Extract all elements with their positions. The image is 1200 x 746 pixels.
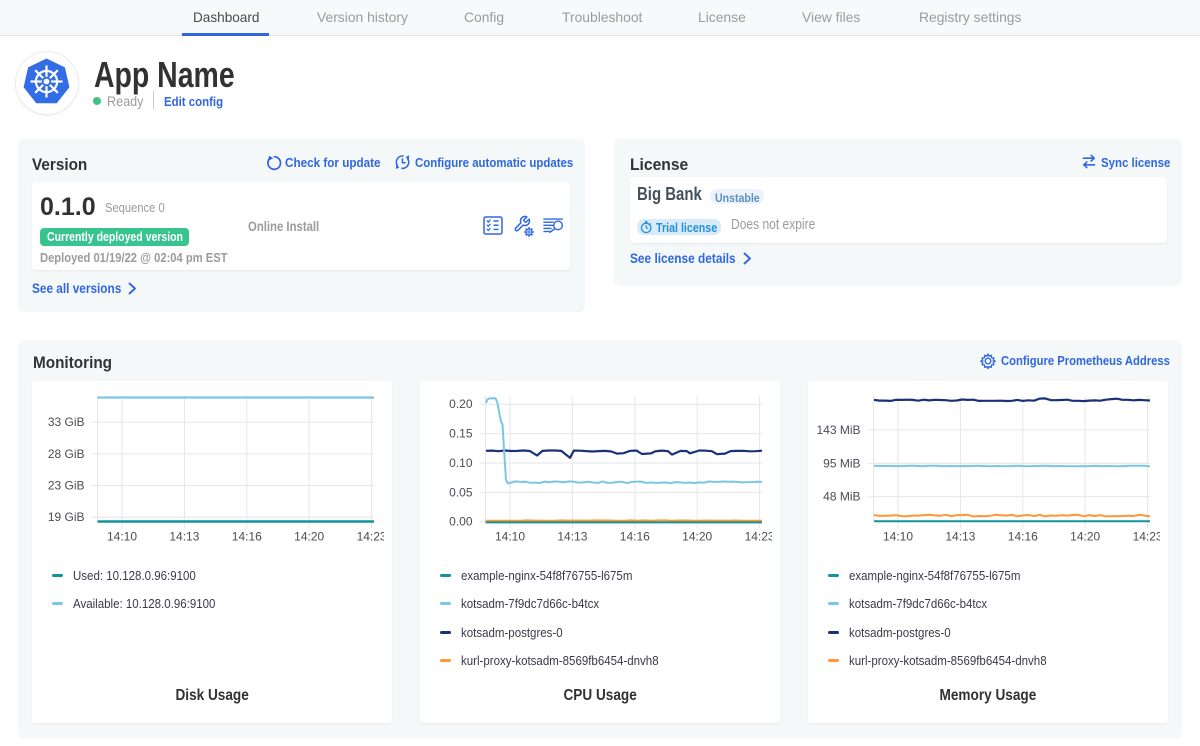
svg-text:14:20: 14:20 — [1070, 530, 1100, 544]
svg-text:14:16: 14:16 — [620, 530, 650, 544]
svg-text:14:23: 14:23 — [745, 530, 772, 544]
svg-text:14:20: 14:20 — [294, 530, 324, 544]
svg-text:14:23: 14:23 — [357, 530, 384, 544]
svg-text:95 MiB: 95 MiB — [823, 456, 860, 470]
svg-text:0.05: 0.05 — [449, 485, 473, 499]
svg-text:14:13: 14:13 — [169, 530, 199, 544]
svg-text:28 GiB: 28 GiB — [48, 447, 85, 461]
svg-text:48 MiB: 48 MiB — [823, 490, 860, 504]
svg-text:14:13: 14:13 — [557, 530, 587, 544]
svg-text:14:10: 14:10 — [883, 530, 913, 544]
svg-text:14:10: 14:10 — [495, 530, 525, 544]
svg-text:23 GiB: 23 GiB — [48, 479, 85, 493]
svg-text:14:23: 14:23 — [1133, 530, 1160, 544]
svg-text:14:20: 14:20 — [682, 530, 712, 544]
svg-text:143 MiB: 143 MiB — [816, 423, 860, 437]
svg-text:0.20: 0.20 — [449, 397, 473, 411]
svg-text:33 GiB: 33 GiB — [48, 415, 85, 429]
svg-text:14:13: 14:13 — [945, 530, 975, 544]
svg-text:14:16: 14:16 — [1008, 530, 1038, 544]
svg-text:19 GiB: 19 GiB — [48, 510, 85, 524]
svg-text:0.10: 0.10 — [449, 456, 473, 470]
svg-text:0.00: 0.00 — [449, 515, 473, 529]
svg-text:0.15: 0.15 — [449, 427, 473, 441]
svg-text:14:16: 14:16 — [232, 530, 262, 544]
svg-text:14:10: 14:10 — [107, 530, 137, 544]
